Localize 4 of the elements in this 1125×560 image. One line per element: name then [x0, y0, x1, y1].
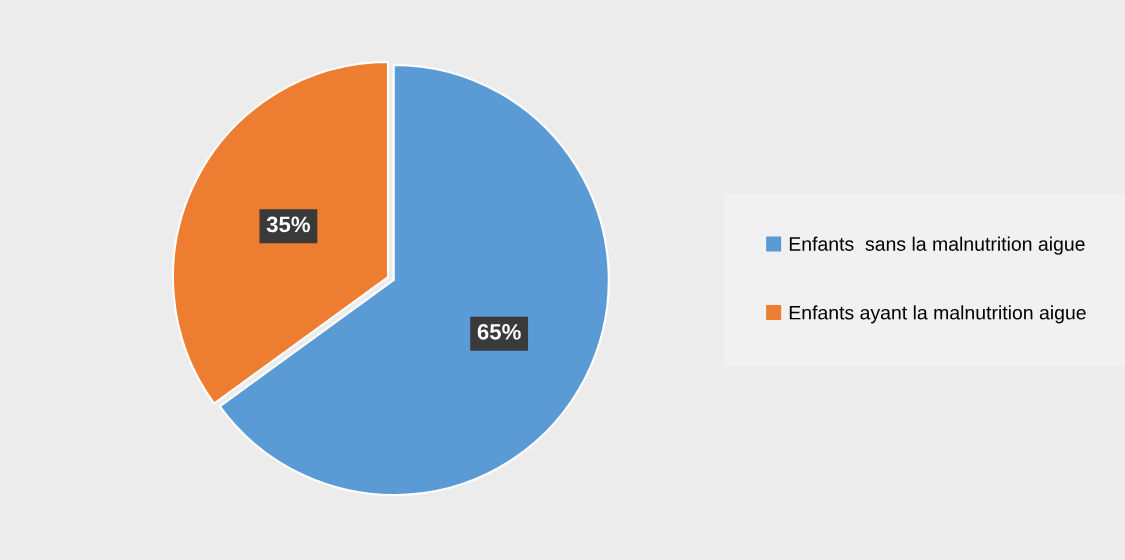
data-label: 35% — [266, 216, 311, 233]
legend-label: Enfants sans la malnutrition aigue — [789, 236, 1085, 255]
data-label: 65% — [477, 323, 521, 340]
legend-label: Enfants ayant la malnutrition aigue — [789, 305, 1086, 324]
